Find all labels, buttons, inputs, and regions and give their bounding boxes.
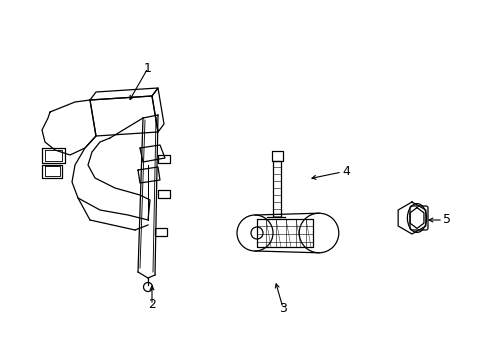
Text: 4: 4	[341, 166, 349, 179]
Text: 3: 3	[279, 301, 286, 315]
Text: 1: 1	[144, 62, 152, 75]
Text: 2: 2	[148, 298, 156, 311]
Text: 5: 5	[442, 213, 450, 226]
